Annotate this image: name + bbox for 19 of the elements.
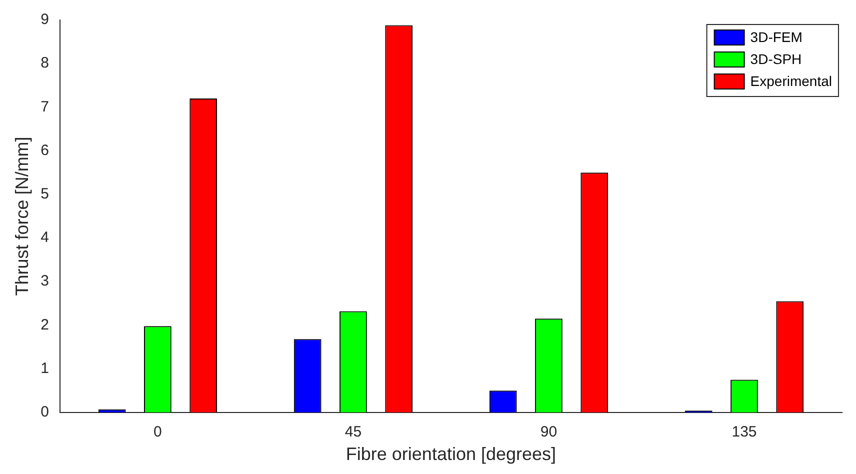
y-tick-label: 9 <box>40 11 49 28</box>
y-tick-label: 3 <box>40 272 49 290</box>
legend-label: 3D-FEM <box>750 28 802 45</box>
y-tick-label: 8 <box>40 54 49 72</box>
x-tick-label: 90 <box>540 424 558 441</box>
y-tick-label: 5 <box>40 186 49 203</box>
y-tick-label: 7 <box>40 98 49 116</box>
y-tick-label: 2 <box>40 316 49 334</box>
y-tick-label: 6 <box>40 142 49 159</box>
legend-label: 3D-SPH <box>750 50 802 67</box>
y-tick-label: 0 <box>40 404 49 421</box>
x-tick-label: 135 <box>732 424 757 441</box>
legend-label: Experimental <box>750 72 832 89</box>
x-tick-label: 45 <box>344 424 362 441</box>
y-tick-label: 1 <box>40 360 49 377</box>
x-axis-title: Fibre orientation [degrees] <box>346 444 556 464</box>
y-tick-label: 4 <box>40 229 49 246</box>
y-axis-title: Thrust force [N/mm] <box>12 136 32 296</box>
x-tick-label: 0 <box>154 424 162 441</box>
